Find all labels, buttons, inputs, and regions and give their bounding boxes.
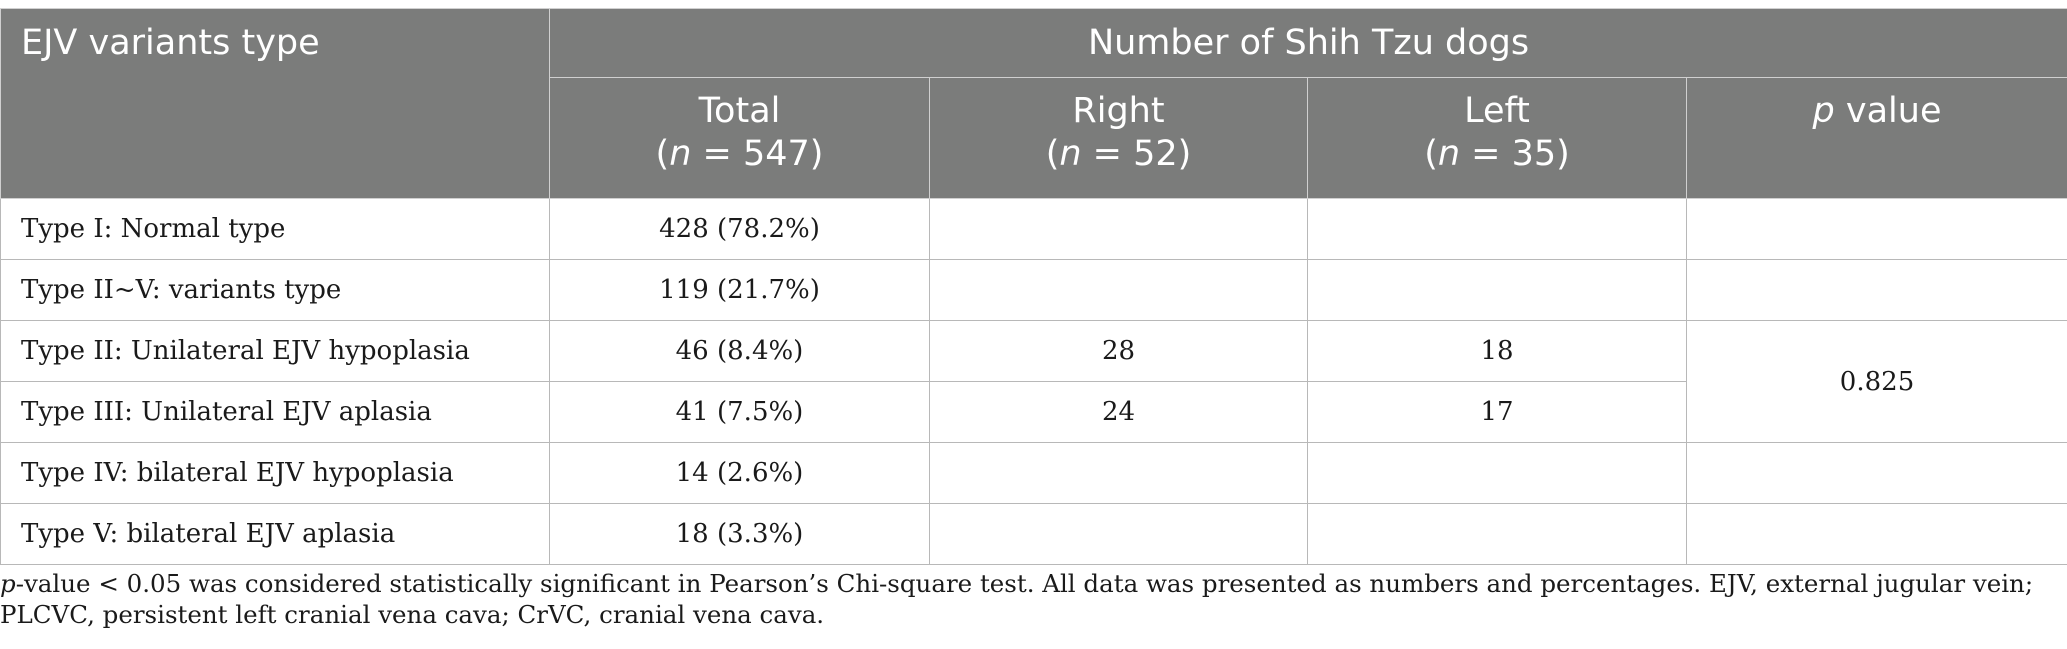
header-left-label: Left (1464, 91, 1530, 131)
header-right-n: (n = 52) (930, 133, 1307, 176)
header-total-n: (n = 547) (550, 133, 929, 176)
row-total-cell: 428 (78.2%) (549, 198, 930, 260)
row-p-value-cell (1685, 503, 2067, 565)
row-right-cell: 24 (929, 381, 1308, 443)
row-left-cell: 18 (1307, 320, 1687, 382)
header-number-of-dogs-label: Number of Shih Tzu dogs (1087, 23, 1530, 63)
row-total-cell: 46 (8.4%) (549, 320, 930, 382)
table-footnote: p-value < 0.05 was considered statistica… (0, 568, 2050, 630)
row-right-cell (929, 198, 1308, 260)
row-left-cell: 17 (1307, 381, 1687, 443)
header-left: Left (n = 35) (1307, 77, 1687, 199)
table-row: Type I: Normal type 428 (78.2%) (0, 198, 2067, 260)
row-left-cell (1307, 442, 1687, 504)
header-row-1: EJV variants type Number of Shih Tzu dog… (0, 8, 2067, 199)
header-total-n-value: = 547) (691, 134, 824, 174)
header-right-n-prefix: ( (1045, 134, 1060, 174)
table-row: Type II: Unilateral EJV hypoplasia 46 (8… (0, 320, 2067, 443)
header-ejv-variants-type-label: EJV variants type (21, 23, 320, 63)
header-p-rest: value (1834, 91, 1942, 131)
ejv-variants-table: EJV variants type Number of Shih Tzu dog… (0, 8, 2067, 565)
row-type-cell: Type II~V: variants type (0, 259, 550, 321)
header-right-n-value: = 52) (1081, 134, 1192, 174)
table-row: Type III: Unilateral EJV aplasia 41 (7.5… (0, 381, 2067, 443)
row-type-cell: Type I: Normal type (0, 198, 550, 260)
header-total: Total (n = 547) (549, 77, 930, 199)
row-left-cell (1307, 503, 1687, 565)
row-type-cell: Type V: bilateral EJV aplasia (0, 503, 550, 565)
header-total-n-prefix: ( (655, 134, 670, 174)
header-row-2: Total (n = 547) Right (n = 52) Left (n =… (1, 77, 2067, 199)
header-right: Right (n = 52) (929, 77, 1308, 199)
header-left-n: (n = 35) (1308, 133, 1686, 176)
row-type-cell: Type III: Unilateral EJV aplasia (0, 381, 550, 443)
row-type-cell: Type IV: bilateral EJV hypoplasia (0, 442, 550, 504)
table-row: Type V: bilateral EJV aplasia 18 (3.3%) (0, 503, 2067, 565)
header-total-label: Total (698, 91, 781, 131)
header-number-of-dogs: Number of Shih Tzu dogs (548, 8, 2067, 78)
header-left-n-prefix: ( (1424, 134, 1438, 174)
footnote-text: -value < 0.05 was considered statistical… (0, 569, 2034, 629)
row-type-cell: Type II: Unilateral EJV hypoplasia (0, 320, 550, 382)
row-p-value-cell (1685, 198, 2067, 260)
row-p-value-cell (1685, 442, 2067, 504)
row-right-cell: 28 (929, 320, 1308, 382)
row-right-cell (929, 503, 1308, 565)
row-total-cell: 18 (3.3%) (549, 503, 930, 565)
header-p-value: p value (1685, 77, 2067, 199)
table-row: Type II~V: variants type 119 (21.7%) (0, 259, 2067, 321)
header-ejv-variants-type: EJV variants type (0, 8, 550, 199)
merged-p-value-cell: 0.825 (1685, 320, 2067, 443)
header-p-var: p (1812, 91, 1835, 131)
header-total-n-var: n (669, 134, 692, 174)
header-right-n-var: n (1059, 134, 1082, 174)
row-p-value-cell (1685, 259, 2067, 321)
footnote-p-var: p (0, 569, 16, 598)
row-right-cell (929, 259, 1308, 321)
row-right-cell (929, 442, 1308, 504)
header-right-label: Right (1072, 91, 1165, 131)
data-table-container: EJV variants type Number of Shih Tzu dog… (0, 8, 2067, 565)
row-total-cell: 14 (2.6%) (549, 442, 930, 504)
row-left-cell (1307, 198, 1687, 260)
table-row: Type IV: bilateral EJV hypoplasia 14 (2.… (0, 442, 2067, 504)
row-total-cell: 119 (21.7%) (549, 259, 930, 321)
row-left-cell (1307, 259, 1687, 321)
row-total-cell: 41 (7.5%) (549, 381, 930, 443)
header-left-n-value: = 35) (1460, 134, 1570, 174)
header-left-n-var: n (1437, 134, 1461, 174)
